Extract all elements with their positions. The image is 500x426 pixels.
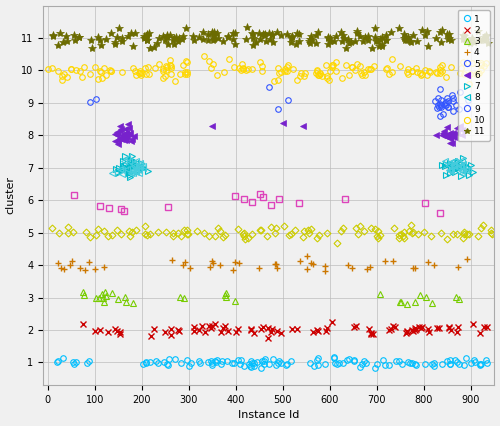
Legend: 1, 2, 3, 4, 5, 6, 7, 8, 9, 10, 11: 1, 2, 3, 4, 5, 6, 7, 8, 9, 10, 11: [458, 10, 490, 141]
Y-axis label: cluster: cluster: [6, 176, 16, 214]
X-axis label: Instance Id: Instance Id: [238, 410, 300, 420]
